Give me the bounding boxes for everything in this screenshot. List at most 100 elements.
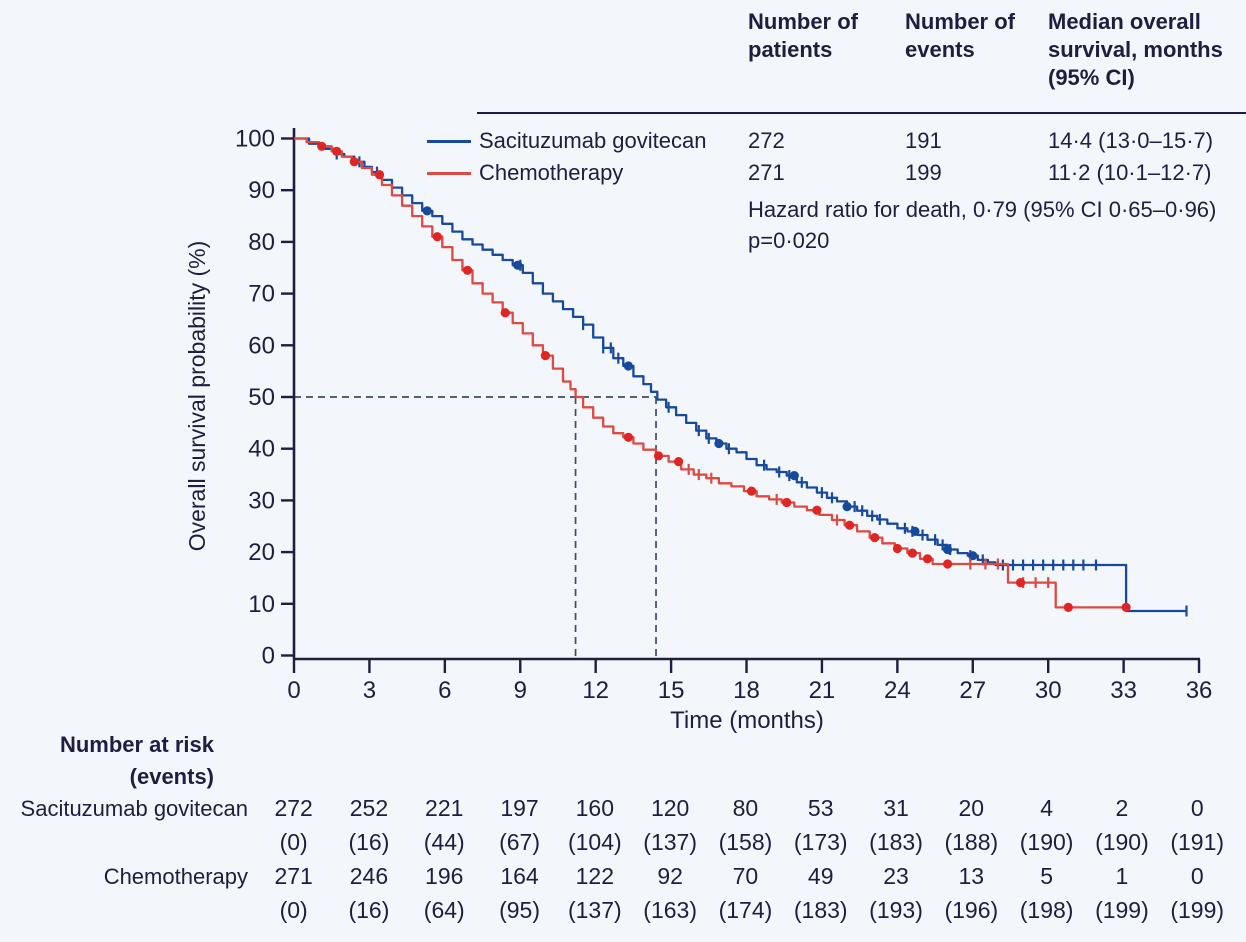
risk-value: 13: [958, 863, 985, 889]
risk-value: 252: [349, 795, 389, 821]
risk-events-value: (16): [348, 897, 390, 923]
event-marker: [1015, 578, 1026, 588]
risk-events-value: (158): [718, 829, 773, 855]
event-marker: [653, 451, 664, 461]
x-tick-label: 27: [959, 677, 986, 704]
risk-table-subtitle: (events): [129, 764, 214, 789]
summary-header-events: Number of events: [905, 9, 1015, 62]
risk-value: 272: [274, 795, 313, 821]
event-marker: [1063, 602, 1073, 613]
km-curve-chemotherapy: [294, 137, 1127, 609]
event-marker: [432, 232, 442, 242]
summary-patients-sacituzumab: 272: [748, 128, 785, 153]
risk-value: 80: [732, 795, 759, 821]
event-marker: [943, 559, 953, 569]
y-tick-label: 20: [248, 539, 275, 566]
risk-events-value: (191): [1170, 829, 1225, 855]
legend-line-sacituzumab: [427, 140, 471, 143]
risk-events-value: (16): [348, 829, 390, 855]
y-tick-label: 100: [235, 126, 275, 153]
y-tick-label: 10: [248, 591, 275, 618]
summary-patients-chemotherapy: 271: [748, 160, 785, 185]
risk-value: 197: [500, 795, 539, 821]
risk-value: 53: [807, 795, 834, 821]
event-marker: [714, 438, 724, 449]
risk-events-value: (0): [279, 897, 308, 923]
event-marker: [782, 497, 792, 508]
event-marker: [907, 548, 918, 558]
summary-table-rule: [477, 112, 1246, 114]
risk-events-value: (95): [499, 897, 540, 923]
x-tick-label: 33: [1110, 677, 1137, 704]
event-marker: [922, 554, 933, 564]
risk-value: 120: [650, 795, 690, 821]
risk-value: 196: [425, 863, 464, 889]
summary-header-median: Median overall survival, months (95% CI): [1048, 9, 1223, 90]
risk-values-chemotherapy: 271 246 196 164 122 92 70 49 23 13 5 1 0: [256, 863, 1235, 890]
risk-value: 0: [1190, 795, 1204, 821]
event-marker: [746, 486, 757, 496]
y-tick-label: 30: [248, 487, 275, 514]
event-marker: [374, 170, 385, 180]
risk-events-value: (190): [1019, 829, 1074, 855]
km-curve-sacituzumab: [294, 137, 1187, 613]
y-tick-label: 0: [262, 643, 275, 670]
risk-value: 164: [500, 863, 539, 889]
risk-value: 92: [657, 863, 683, 889]
risk-events-value: (193): [869, 897, 923, 923]
y-tick-label: 90: [248, 177, 275, 204]
y-axis-title: Overall survival probability (%): [184, 241, 210, 552]
summary-median-chemotherapy: 11·2 (10·1–12·7): [1048, 160, 1212, 185]
event-marker: [789, 471, 799, 481]
event-marker: [540, 351, 551, 361]
x-tick-label: 18: [733, 677, 760, 704]
x-tick-label: 15: [658, 677, 685, 704]
event-marker: [892, 543, 903, 554]
risk-events-value: (0): [279, 829, 308, 855]
x-tick-label: 36: [1186, 677, 1213, 704]
p-value-text: p=0·020: [748, 228, 830, 253]
risk-value: 23: [883, 863, 909, 889]
risk-value: 1: [1115, 863, 1129, 889]
risk-events-value: (137): [643, 829, 697, 855]
event-marker: [462, 265, 473, 275]
x-tick-label: 9: [514, 677, 527, 704]
legend-line-chemotherapy: [427, 172, 471, 175]
x-axis-title: Time (months): [670, 707, 824, 734]
legend-label-chemotherapy: Chemotherapy: [479, 160, 624, 185]
risk-events-value: (199): [1170, 897, 1225, 923]
risk-value: 271: [274, 863, 313, 889]
event-marker: [513, 260, 523, 270]
event-marker: [870, 533, 880, 543]
risk-events-value: (199): [1095, 897, 1149, 923]
x-tick-label: 24: [884, 677, 911, 704]
risk-value: 49: [807, 863, 834, 889]
event-marker: [623, 361, 634, 371]
hazard-ratio-text: Hazard ratio for death, 0·79 (95% CI 0·6…: [748, 197, 1217, 222]
risk-table-title: Number at risk: [59, 732, 214, 757]
risk-events-value: (198): [1019, 897, 1074, 923]
event-marker: [623, 432, 634, 442]
risk-events-value: (163): [643, 897, 697, 923]
event-marker: [943, 544, 953, 555]
summary-events-sacituzumab: 191: [905, 128, 942, 153]
risk-value: 31: [883, 795, 909, 821]
x-tick-label: 3: [363, 677, 376, 704]
event-marker: [674, 457, 684, 467]
event-marker: [845, 520, 855, 530]
risk-value: 221: [425, 795, 464, 821]
risk-events-value: (174): [718, 897, 773, 923]
event-marker: [1121, 602, 1131, 613]
legend-label-sacituzumab: Sacituzumab govitecan: [479, 128, 707, 153]
y-tick-label: 80: [248, 229, 275, 256]
risk-events-value: (44): [423, 829, 465, 855]
risk-value: 122: [575, 863, 615, 889]
risk-value: 0: [1190, 863, 1204, 889]
risk-events-value: (64): [423, 897, 465, 923]
risk-value: 246: [349, 863, 389, 889]
risk-events-value: (196): [944, 897, 999, 923]
risk-value: 5: [1040, 863, 1054, 889]
x-tick-label: 21: [809, 677, 836, 704]
x-tick-label: 6: [438, 677, 451, 704]
